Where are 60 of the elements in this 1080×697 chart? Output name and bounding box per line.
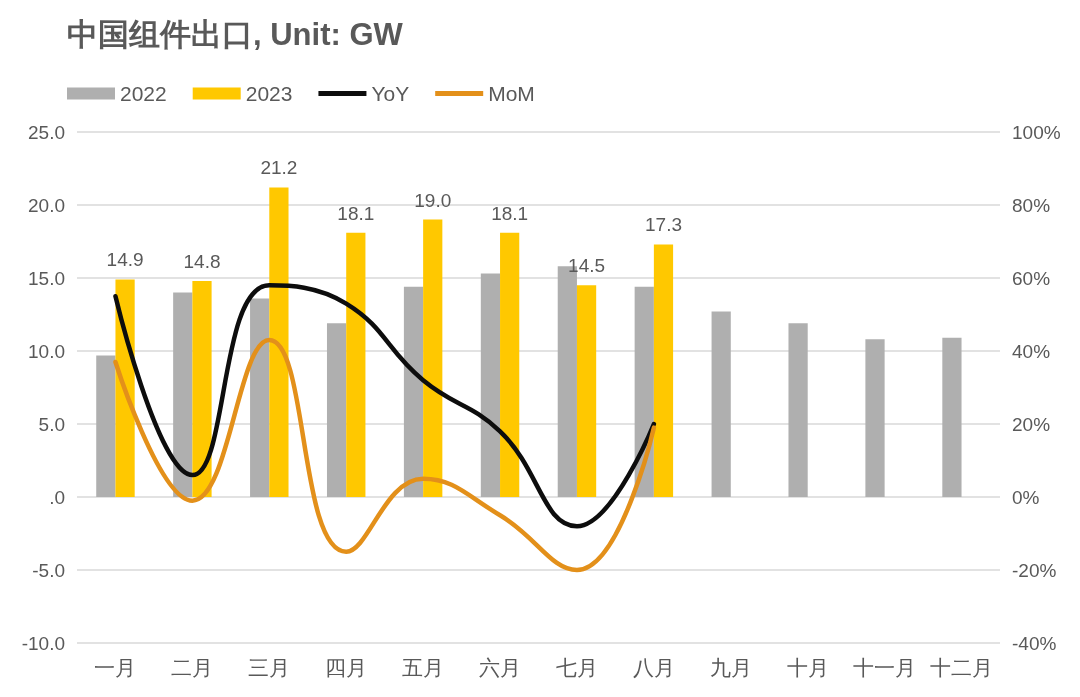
y2-tick-label: 40% <box>1012 340 1051 362</box>
bar <box>96 355 116 497</box>
bar <box>423 219 443 497</box>
x-tick-label: 五月 <box>402 656 445 679</box>
chart-title: 中国组件出口, Unit: GW <box>67 17 404 52</box>
y2-tick-label: 0% <box>1012 486 1040 508</box>
bar <box>576 285 597 497</box>
bar <box>192 280 212 497</box>
bar <box>346 232 366 497</box>
line-series <box>113 283 657 529</box>
bar <box>653 244 674 497</box>
bar <box>173 292 193 497</box>
x-tick-label: 二月 <box>171 656 214 679</box>
data-label: 19.0 <box>414 189 452 211</box>
data-label: 14.5 <box>568 255 606 277</box>
legend-label: 2022 <box>120 82 167 105</box>
bar <box>480 273 501 497</box>
data-label: 21.2 <box>260 157 298 179</box>
legend-label: YoY <box>371 82 410 105</box>
x-tick-label: 十二月 <box>930 656 994 679</box>
x-tick-label: 十月 <box>786 656 829 679</box>
legend-label: MoM <box>488 82 535 105</box>
y2-tick-label: 80% <box>1012 194 1051 216</box>
x-tick-label: 九月 <box>709 656 752 679</box>
y2-tick-label: 20% <box>1012 413 1051 435</box>
y-tick-label: 15.0 <box>28 267 65 289</box>
y-tick-label: -5.0 <box>32 559 65 581</box>
data-label: 18.1 <box>491 202 529 224</box>
y2-tick-label: -20% <box>1012 559 1057 581</box>
y2-tick-label: 100% <box>1012 121 1061 143</box>
bar <box>788 323 808 497</box>
bar <box>403 286 424 497</box>
line-series <box>113 337 657 573</box>
x-tick-label: 三月 <box>248 656 291 679</box>
y-tick-label: 20.0 <box>28 194 65 216</box>
data-label: 14.8 <box>183 250 221 272</box>
bar <box>711 311 731 497</box>
x-tick-label: 六月 <box>479 656 522 679</box>
y-tick-label: 25.0 <box>28 121 65 143</box>
bar <box>269 187 289 497</box>
bar <box>500 232 520 497</box>
data-label: 18.1 <box>337 202 375 224</box>
x-tick-label: 七月 <box>555 656 598 679</box>
x-tick-label: 十一月 <box>853 656 917 679</box>
bar <box>942 337 962 497</box>
x-tick-label: 八月 <box>632 656 675 679</box>
y-tick-label: 5.0 <box>38 413 65 435</box>
data-label: 17.3 <box>645 214 682 236</box>
y-tick-label: -10.0 <box>21 632 65 654</box>
data-label: 14.9 <box>106 249 144 271</box>
y2-tick-label: 60% <box>1012 267 1051 289</box>
y2-tick-label: -40% <box>1012 632 1057 654</box>
bar <box>326 323 347 497</box>
y-tick-label: 10.0 <box>28 340 65 362</box>
bar <box>250 298 270 497</box>
y-tick-label: .0 <box>49 486 65 508</box>
x-tick-label: 一月 <box>94 656 137 679</box>
x-tick-label: 四月 <box>325 656 368 679</box>
bar <box>865 339 885 497</box>
legend-label: 2023 <box>245 82 293 105</box>
